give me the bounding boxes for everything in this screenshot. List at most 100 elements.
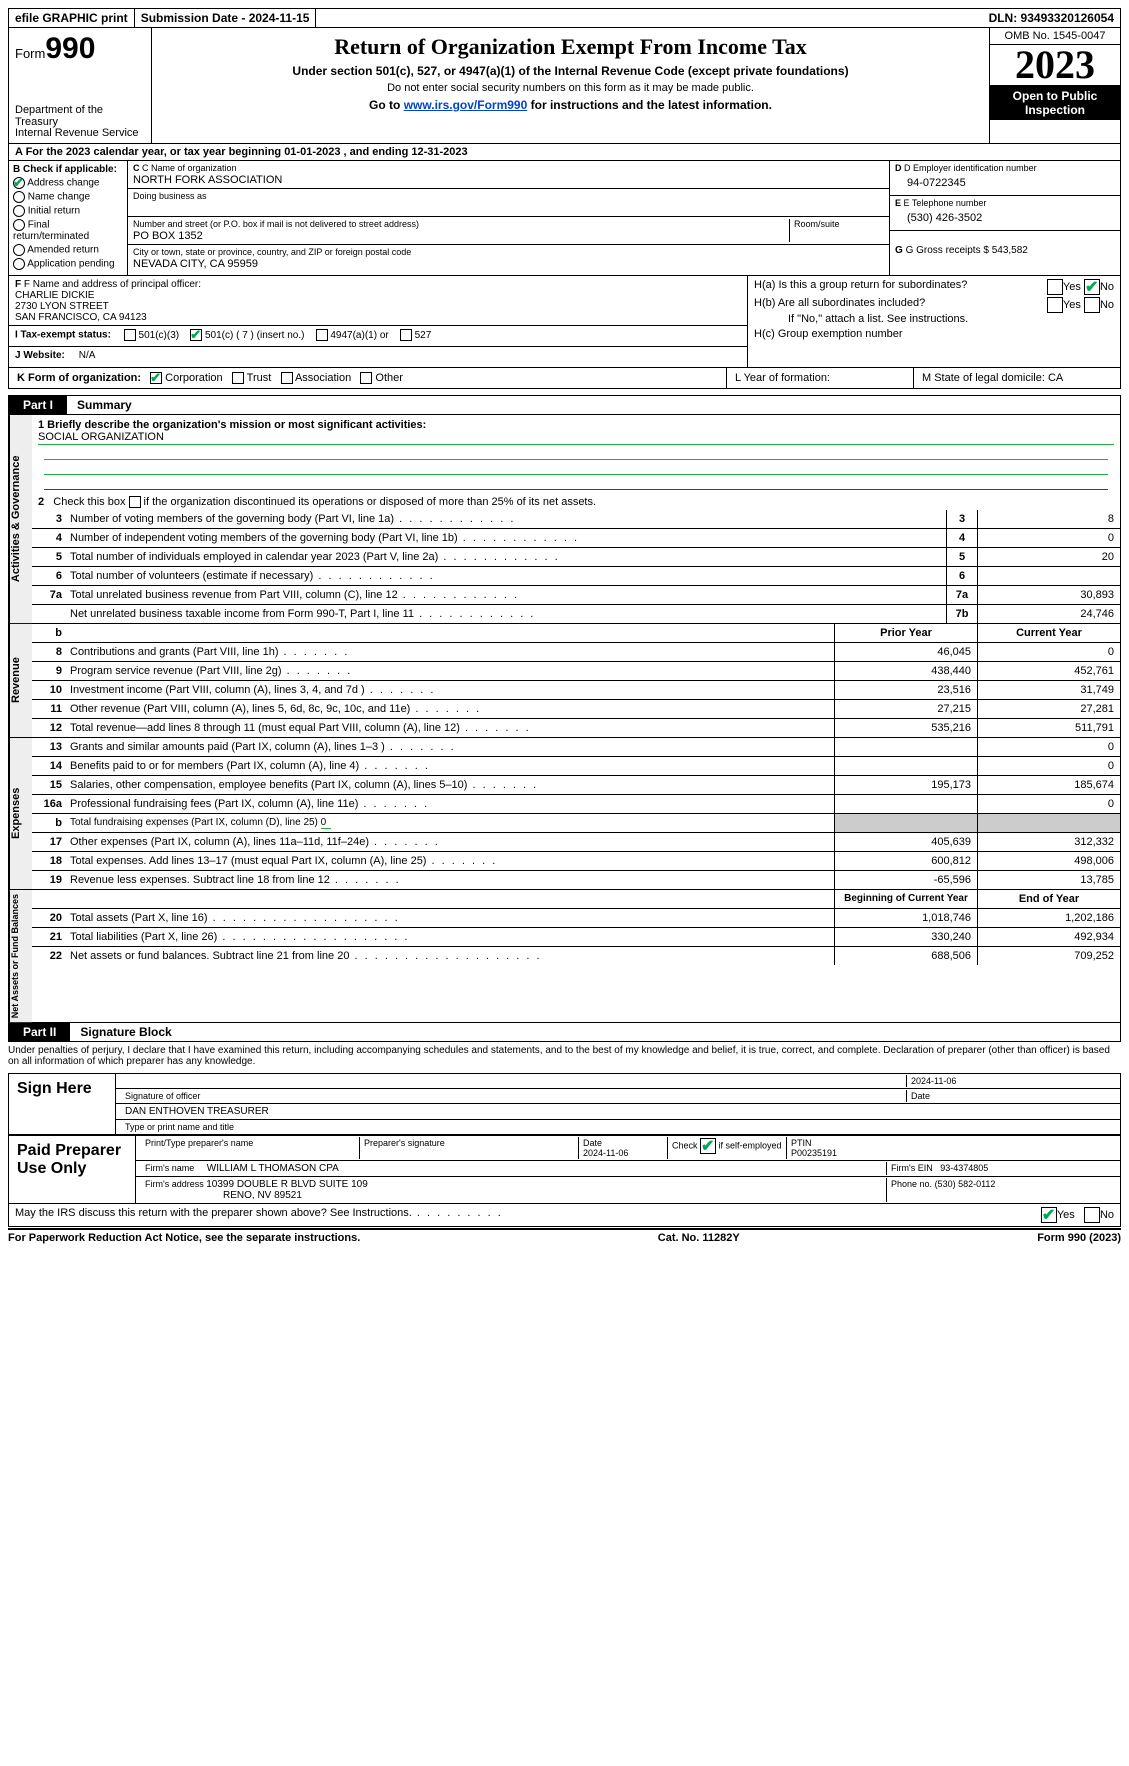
exp-15-prior: 195,173 xyxy=(834,776,977,794)
mission: SOCIAL ORGANIZATION xyxy=(38,431,1114,445)
discuss-yes[interactable] xyxy=(1041,1207,1057,1223)
gov-7b: 24,746 xyxy=(977,605,1120,623)
org-name: NORTH FORK ASSOCIATION xyxy=(133,173,884,186)
subtitle-2: Do not enter social security numbers on … xyxy=(162,82,979,94)
subtitle-1: Under section 501(c), 527, or 4947(a)(1)… xyxy=(162,64,979,78)
city-state-zip: NEVADA CITY, CA 95959 xyxy=(133,257,884,270)
revenue-section: Revenue b Prior Year Current Year 8Contr… xyxy=(8,624,1121,738)
form-title: Return of Organization Exempt From Incom… xyxy=(162,34,979,60)
tax-status-1[interactable] xyxy=(190,329,202,341)
year-formation: L Year of formation: xyxy=(726,368,913,388)
discuss-no[interactable] xyxy=(1084,1207,1100,1223)
rev-12-prior: 535,216 xyxy=(834,719,977,737)
rev-9-curr: 452,761 xyxy=(977,662,1120,680)
rev-8-curr: 0 xyxy=(977,643,1120,661)
gov-3: 8 xyxy=(977,510,1120,528)
officer-addr1: 2730 LYON STREET xyxy=(15,301,741,312)
boxb-opt-0[interactable] xyxy=(13,177,25,189)
rev-12-curr: 511,791 xyxy=(977,719,1120,737)
open-inspection: Open to Public Inspection xyxy=(990,86,1120,120)
submission-date: Submission Date - 2024-11-15 xyxy=(135,9,317,27)
ha-no[interactable] xyxy=(1084,279,1100,295)
irs-label: Internal Revenue Service xyxy=(15,127,145,139)
signature-block: Sign Here 2024-11-06 Signature of office… xyxy=(8,1074,1121,1135)
boxb-opt-5[interactable] xyxy=(13,258,25,270)
instructions-line: Go to www.irs.gov/Form990 for instructio… xyxy=(162,98,979,112)
gross-receipts: 543,582 xyxy=(992,245,1028,256)
exp-16a-prior xyxy=(834,795,977,813)
exp-13-prior xyxy=(834,738,977,756)
self-employed-checkbox[interactable] xyxy=(700,1138,716,1154)
paid-preparer-label: Paid Preparer Use Only xyxy=(9,1136,136,1203)
ha-yes[interactable] xyxy=(1047,279,1063,295)
website: N/A xyxy=(79,350,96,361)
form-number: Form990 xyxy=(15,32,145,66)
net-21-begin: 330,240 xyxy=(834,928,977,946)
firm-addr1: 10399 DOUBLE R BLVD SUITE 109 xyxy=(206,1179,368,1190)
exp-17-curr: 312,332 xyxy=(977,833,1120,851)
penalties-statement: Under penalties of perjury, I declare th… xyxy=(8,1042,1121,1074)
form990-link[interactable]: www.irs.gov/Form990 xyxy=(404,98,528,112)
org-form-2[interactable] xyxy=(281,372,293,384)
telephone: (530) 426-3502 xyxy=(895,208,1115,228)
net-20-begin: 1,018,746 xyxy=(834,909,977,927)
exp-18-curr: 498,006 xyxy=(977,852,1120,870)
exp-13-curr: 0 xyxy=(977,738,1120,756)
org-form-1[interactable] xyxy=(232,372,244,384)
rev-11-prior: 27,215 xyxy=(834,700,977,718)
exp-17-prior: 405,639 xyxy=(834,833,977,851)
officer-group-section: F F Name and address of principal office… xyxy=(8,276,1121,368)
tax-status-3[interactable] xyxy=(400,329,412,341)
part-2-header: Part II Signature Block xyxy=(8,1023,1121,1042)
preparer-date: 2024-11-06 xyxy=(583,1148,628,1158)
exp-18-prior: 600,812 xyxy=(834,852,977,870)
rev-11-curr: 27,281 xyxy=(977,700,1120,718)
net-22-begin: 688,506 xyxy=(834,947,977,965)
activities-governance: Activities & Governance 1 Briefly descri… xyxy=(8,415,1121,624)
gov-6 xyxy=(977,567,1120,585)
boxb-opt-2[interactable] xyxy=(13,205,25,217)
exp-14-prior xyxy=(834,757,977,775)
firm-addr2: RENO, NV 89521 xyxy=(223,1190,302,1201)
box-b: B Check if applicable: Address change Na… xyxy=(9,161,128,275)
tax-status-2[interactable] xyxy=(316,329,328,341)
dept-treasury: Department of the Treasury xyxy=(15,104,145,128)
org-form-0[interactable] xyxy=(150,372,162,384)
boxb-opt-4[interactable] xyxy=(13,244,25,256)
boxb-opt-3[interactable] xyxy=(13,219,25,231)
discuss-row: May the IRS discuss this return with the… xyxy=(8,1204,1121,1227)
dln: DLN: 93493320126054 xyxy=(983,9,1120,27)
form-header: Form990 Department of the Treasury Inter… xyxy=(8,28,1121,144)
sign-here-label: Sign Here xyxy=(9,1074,116,1134)
ptin: P00235191 xyxy=(791,1148,837,1158)
top-bar: efile GRAPHIC print Submission Date - 20… xyxy=(8,8,1121,28)
row-k: K Form of organization: Corporation Trus… xyxy=(8,368,1121,389)
row-a-tax-year: A For the 2023 calendar year, or tax yea… xyxy=(8,144,1121,161)
state-domicile: M State of legal domicile: CA xyxy=(913,368,1120,388)
tax-year: 2023 xyxy=(990,45,1120,86)
footer: For Paperwork Reduction Act Notice, see … xyxy=(8,1228,1121,1244)
efile-label: efile GRAPHIC print xyxy=(9,9,135,27)
net-20-end: 1,202,186 xyxy=(977,909,1120,927)
org-form-3[interactable] xyxy=(360,372,372,384)
paid-preparer-block: Paid Preparer Use Only Print/Type prepar… xyxy=(8,1135,1121,1204)
identity-section: B Check if applicable: Address change Na… xyxy=(8,161,1121,276)
tax-status-0[interactable] xyxy=(124,329,136,341)
exp-15-curr: 185,674 xyxy=(977,776,1120,794)
net-assets-section: Net Assets or Fund Balances Beginning of… xyxy=(8,890,1121,1023)
expenses-section: Expenses 13Grants and similar amounts pa… xyxy=(8,738,1121,890)
gov-4: 0 xyxy=(977,529,1120,547)
hb-yes[interactable] xyxy=(1047,297,1063,313)
rev-10-prior: 23,516 xyxy=(834,681,977,699)
rev-8-prior: 46,045 xyxy=(834,643,977,661)
net-21-end: 492,934 xyxy=(977,928,1120,946)
gov-7a: 30,893 xyxy=(977,586,1120,604)
rev-9-prior: 438,440 xyxy=(834,662,977,680)
boxb-opt-1[interactable] xyxy=(13,191,25,203)
officer-signature-name: DAN ENTHOVEN TREASURER xyxy=(121,1105,273,1118)
ein: 94-0722345 xyxy=(895,173,1115,193)
net-22-end: 709,252 xyxy=(977,947,1120,965)
hb-no[interactable] xyxy=(1084,297,1100,313)
gov-5: 20 xyxy=(977,548,1120,566)
discontinued-checkbox[interactable] xyxy=(129,496,141,508)
